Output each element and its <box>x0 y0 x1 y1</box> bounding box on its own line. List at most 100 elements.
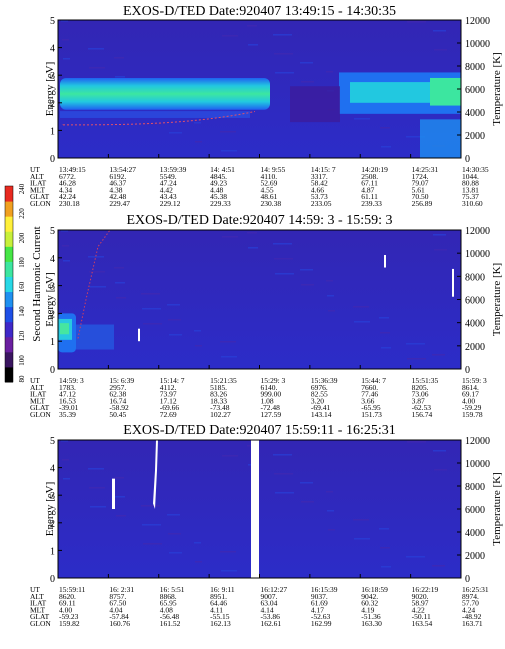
spectrogram-texture <box>433 450 446 452</box>
colorbar-swatch <box>5 201 13 217</box>
annotation-value: 162.13 <box>210 619 231 628</box>
annotation-value: 57.70 <box>462 599 479 608</box>
spectrogram-texture <box>381 347 391 349</box>
spectrogram-texture <box>195 141 202 143</box>
annotation-value: 43.43 <box>160 192 177 201</box>
annotation-value: 229.12 <box>160 199 181 208</box>
annotation-row-label: ILAT <box>30 179 47 188</box>
white-spike <box>138 328 140 342</box>
annotation-value: 1724. <box>412 172 429 181</box>
annotation-value: -73.48 <box>210 403 230 412</box>
annotation-value: -69.66 <box>160 403 180 412</box>
spectrogram-texture <box>169 334 182 336</box>
annotation-value: 46.28 <box>59 179 76 188</box>
annotation-value: 77.46 <box>361 390 378 399</box>
spectrogram-texture <box>167 304 180 306</box>
annotation-value: 163.30 <box>361 619 382 628</box>
annotation-value: 60.32 <box>361 599 378 608</box>
annotation-value: 4.66 <box>311 185 324 194</box>
annotation-row-label: ILAT <box>30 599 47 608</box>
annotation-value: 14:25:31 <box>412 165 439 174</box>
y-tick-label-right: 0 <box>465 154 470 165</box>
spectrogram-texture <box>221 356 237 358</box>
annotation-value: 14:20:19 <box>361 165 388 174</box>
annotation-value: 50.45 <box>109 410 126 419</box>
panel-1: EXOS-D/TED Date:920407 13:49:15 - 14:30:… <box>30 4 503 208</box>
annotation-value: 8868. <box>160 592 177 601</box>
colorbar-tick-label: 160 <box>18 281 26 292</box>
spectrogram-texture <box>380 332 390 334</box>
annotation-value: 5185. <box>210 383 227 392</box>
y-tick-label-right: 4000 <box>465 108 485 119</box>
spectrogram-texture <box>221 150 237 152</box>
y-tick-label-right: 4000 <box>465 528 485 539</box>
annotation-value: 13:54:27 <box>109 165 136 174</box>
annotation-value: -48.92 <box>462 612 482 621</box>
annotation-value: 52.69 <box>261 179 278 188</box>
spectrogram-texture <box>62 39 69 41</box>
annotation-value: 67.50 <box>109 599 126 608</box>
annotation-value: 7660. <box>361 383 378 392</box>
y-tick-label-left: 3 <box>50 282 55 293</box>
spectrogram-texture <box>407 441 426 443</box>
spectrogram-texture <box>222 455 238 457</box>
spectrogram-texture <box>220 131 236 133</box>
y-tick-label-right: 0 <box>465 574 470 585</box>
spectrogram-texture <box>300 269 313 271</box>
spectrogram-texture <box>169 552 182 554</box>
annotation-value: 58.42 <box>311 179 328 188</box>
y-tick-label-right: 10000 <box>465 459 490 470</box>
spectrogram-texture <box>326 71 333 73</box>
annotation-value: 15:44: 7 <box>361 376 386 385</box>
annotation-value: 2508. <box>361 172 378 181</box>
y-tick-label-left: 4 <box>50 464 55 475</box>
spectrogram-texture <box>142 308 161 310</box>
colorbar-swatch <box>5 366 13 383</box>
annotation-value: 17.12 <box>160 396 177 405</box>
spectrogram-texture <box>141 293 160 295</box>
annotation-value: 13.81 <box>462 185 479 194</box>
annotation-value: 14:59: 3 <box>59 376 84 385</box>
spectrogram-texture <box>114 267 124 269</box>
colorbar-tick-label: 140 <box>18 306 26 317</box>
colorbar-swatch <box>5 246 13 262</box>
annotation-value: 46.37 <box>109 179 126 188</box>
annotation-value: 233.05 <box>311 199 332 208</box>
annotation-value: -65.95 <box>361 403 381 412</box>
annotation-value: 6772. <box>59 172 76 181</box>
spectrogram-texture <box>247 25 257 27</box>
annotation-value: 151.73 <box>361 410 382 419</box>
spectrogram-texture <box>141 505 160 507</box>
annotation-value: 4.14 <box>261 605 274 614</box>
annotation-value: 13:49:15 <box>59 165 86 174</box>
annotation-value: 8614. <box>462 383 479 392</box>
annotation-value: 79.07 <box>412 179 429 188</box>
annotation-value: 14:15: 7 <box>311 165 336 174</box>
annotation-value: -56.48 <box>160 612 180 621</box>
spectrogram-texture <box>354 118 370 120</box>
y-tick-label-left: 3 <box>50 71 55 82</box>
annotation-value: -53.86 <box>261 612 281 621</box>
y-axis-title-right: Temperature [K] <box>491 52 503 125</box>
y-tick-label-right: 6000 <box>465 505 485 516</box>
annotation-row-label: UT <box>30 585 40 594</box>
spectrogram-texture <box>433 234 446 236</box>
y-tick-label-left: 1 <box>50 546 55 557</box>
spectrogram-texture <box>381 566 391 568</box>
spectrogram-texture <box>379 317 389 319</box>
colorbar-swatch <box>5 306 13 323</box>
white-spike <box>384 255 386 268</box>
annotation-value: 9037. <box>311 592 328 601</box>
annotation-value: 42.24 <box>59 192 76 201</box>
annotation-value: 999.00 <box>261 390 282 399</box>
y-tick-label-right: 8000 <box>465 272 485 283</box>
annotation-value: 14:30:35 <box>462 165 489 174</box>
colorbar-swatch <box>5 216 13 232</box>
annotation-value: 42.48 <box>109 192 126 201</box>
spectrogram-texture <box>300 62 313 64</box>
white-spike <box>452 268 454 297</box>
spectrogram-texture <box>434 469 447 471</box>
spectrogram-texture <box>407 21 426 23</box>
colorbar-frame <box>4 185 14 383</box>
spectrogram-texture <box>142 524 161 526</box>
